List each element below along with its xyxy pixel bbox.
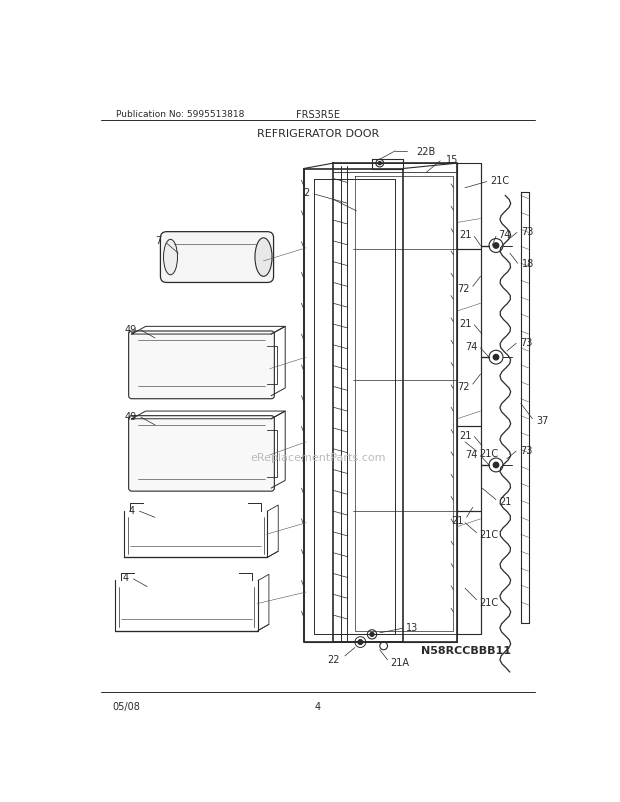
Circle shape bbox=[378, 162, 381, 165]
Text: 21C: 21C bbox=[479, 448, 498, 458]
Text: 7: 7 bbox=[155, 236, 161, 246]
Ellipse shape bbox=[255, 238, 272, 277]
Ellipse shape bbox=[164, 240, 177, 275]
Text: 22B: 22B bbox=[416, 147, 435, 156]
Text: eReplacementParts.com: eReplacementParts.com bbox=[250, 452, 386, 463]
Text: 05/08: 05/08 bbox=[112, 702, 140, 711]
Text: 73: 73 bbox=[520, 338, 533, 347]
Text: 73: 73 bbox=[520, 445, 533, 455]
Text: 37: 37 bbox=[536, 415, 549, 426]
Text: N58RCCBBB11: N58RCCBBB11 bbox=[422, 645, 512, 655]
Text: 73: 73 bbox=[521, 227, 533, 237]
Circle shape bbox=[370, 633, 374, 637]
Text: 21C: 21C bbox=[490, 176, 510, 186]
FancyBboxPatch shape bbox=[161, 233, 273, 283]
Text: 74: 74 bbox=[465, 342, 477, 352]
Text: 21: 21 bbox=[459, 229, 471, 240]
FancyBboxPatch shape bbox=[129, 416, 275, 492]
Text: 72: 72 bbox=[457, 382, 470, 392]
Text: 72: 72 bbox=[457, 283, 470, 294]
Text: 21A: 21A bbox=[391, 658, 410, 667]
Text: 22: 22 bbox=[327, 654, 340, 664]
Text: 15: 15 bbox=[446, 155, 459, 165]
Circle shape bbox=[358, 640, 363, 645]
Text: 4: 4 bbox=[129, 505, 135, 515]
Text: 4: 4 bbox=[315, 702, 321, 711]
Text: FRS3R5E: FRS3R5E bbox=[296, 110, 340, 120]
Circle shape bbox=[494, 244, 498, 249]
Text: 18: 18 bbox=[521, 259, 534, 269]
Text: REFRIGERATOR DOOR: REFRIGERATOR DOOR bbox=[257, 128, 379, 139]
Circle shape bbox=[494, 355, 498, 360]
Text: 21C: 21C bbox=[479, 529, 498, 540]
Text: Publication No: 5995513818: Publication No: 5995513818 bbox=[117, 110, 245, 119]
Text: 21: 21 bbox=[459, 319, 471, 329]
Text: 13: 13 bbox=[406, 622, 419, 632]
Text: 2: 2 bbox=[304, 188, 310, 198]
Text: 21: 21 bbox=[459, 431, 471, 440]
Text: 21: 21 bbox=[451, 515, 463, 525]
Text: 4: 4 bbox=[123, 573, 129, 583]
Text: 21C: 21C bbox=[479, 597, 498, 607]
Text: 49: 49 bbox=[124, 411, 136, 421]
FancyBboxPatch shape bbox=[129, 331, 275, 399]
Circle shape bbox=[494, 463, 498, 468]
Text: 49: 49 bbox=[124, 324, 136, 334]
Text: 21: 21 bbox=[499, 496, 511, 507]
Text: 74: 74 bbox=[498, 229, 511, 240]
Text: 74: 74 bbox=[465, 450, 477, 460]
